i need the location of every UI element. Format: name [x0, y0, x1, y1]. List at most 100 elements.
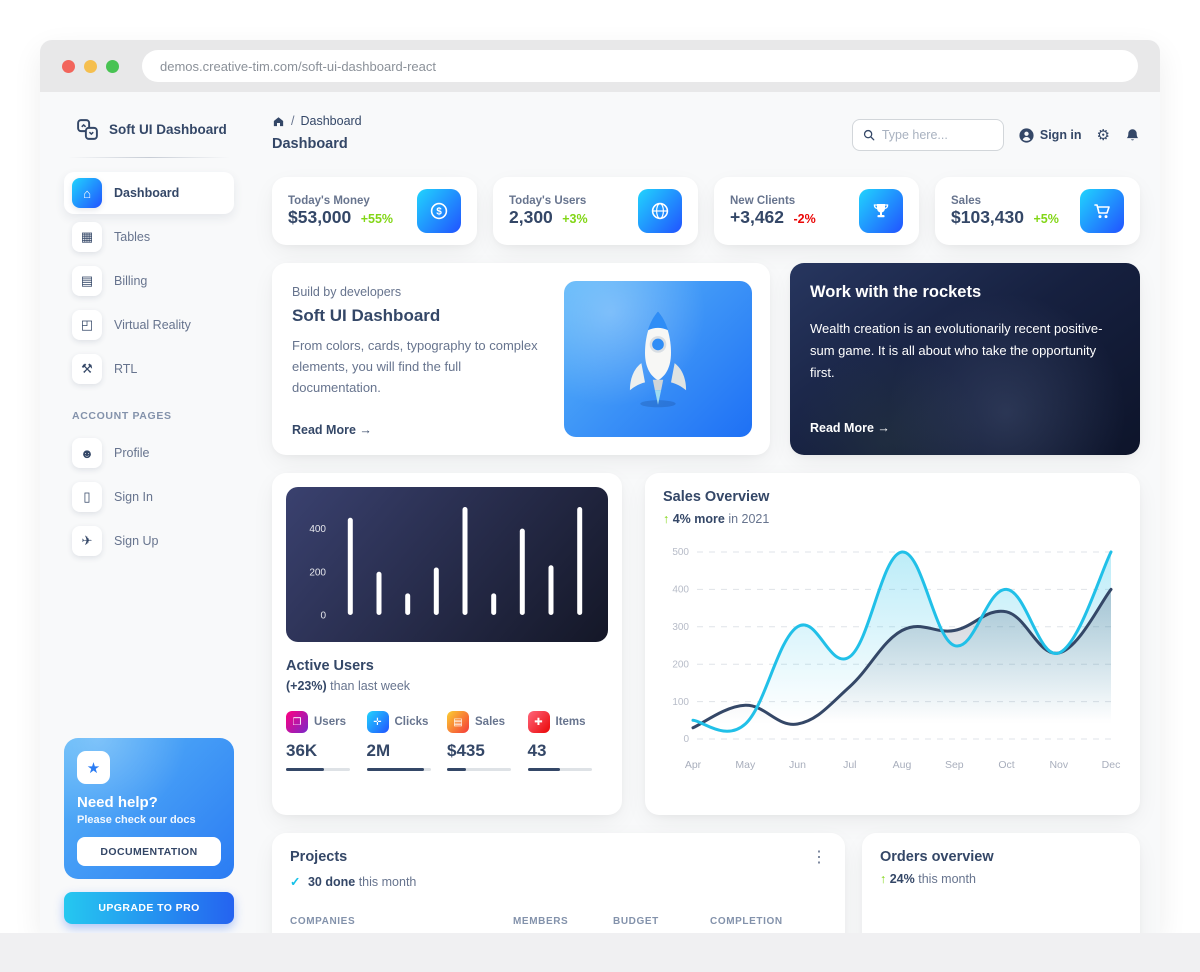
svg-text:Nov: Nov — [1049, 759, 1068, 771]
maximize-window-icon[interactable] — [106, 59, 119, 73]
close-window-icon[interactable] — [62, 59, 75, 73]
stat-delta: +3% — [562, 211, 588, 226]
svg-text:200: 200 — [672, 659, 689, 670]
notifications-bell-icon[interactable] — [1125, 128, 1140, 143]
more-menu-icon[interactable]: ⋮ — [811, 849, 827, 866]
stat-label: Sales — [951, 194, 982, 207]
stat-card-sales: Sales $103,430 +5% — [935, 177, 1140, 245]
promo-text: Build by developers Soft UI Dashboard Fr… — [292, 281, 564, 437]
sidebar-item-label: RTL — [114, 362, 138, 376]
mini-stat-label: Clicks — [394, 716, 429, 728]
stat-value: $53,000 — [288, 206, 352, 227]
person-icon: ☻ — [72, 438, 102, 468]
svg-text:Aug: Aug — [893, 759, 912, 771]
mini-stats-row: ❐ Users 36K ✛ Clicks 2M ▤ Sales $435 ✚ I… — [286, 711, 608, 771]
stat-card-new-clients: New Clients +3,462 -2% — [714, 177, 919, 245]
sidebar-item-label: Sign In — [114, 490, 153, 504]
projects-table-header: COMPANIES MEMBERS BUDGET COMPLETION — [272, 916, 845, 930]
stat-value: $103,430 — [951, 206, 1024, 227]
mini-stat-label: Users — [314, 716, 346, 728]
brand[interactable]: Soft UI Dashboard — [64, 92, 234, 141]
users-icon: ❐ — [286, 711, 308, 733]
stat-value-row: $103,430 +5% — [951, 207, 1059, 228]
main-content: / Dashboard Dashboard — [272, 92, 1140, 933]
stat-value: +3,462 — [730, 206, 785, 227]
document-icon: ▯ — [72, 482, 102, 512]
home-icon[interactable] — [272, 115, 285, 128]
sidebar-item-dashboard[interactable]: ⌂ Dashboard — [64, 172, 234, 214]
mini-stat-value: 36K — [286, 741, 318, 760]
clicks-icon: ✛ — [366, 711, 389, 733]
sales-overview-line-chart: 0 100 200 300 400 500 Apr May Jun Jul Aug Sep Oct Nov… — [672, 547, 1121, 771]
mini-stat-progress — [447, 768, 511, 771]
promo-row: Build by developers Soft UI Dashboard Fr… — [272, 263, 1140, 455]
documentation-button[interactable]: DOCUMENTATION — [77, 837, 221, 866]
svg-text:Jun: Jun — [789, 759, 806, 771]
sidebar-item-sign-up[interactable]: ✈ Sign Up — [64, 520, 234, 562]
sidebar-account-nav: ☻ Profile ▯ Sign In ✈ Sign Up — [64, 432, 234, 562]
stat-card-today-s-money: Today's Money $53,000 +55% $ — [272, 177, 477, 245]
svg-text:Dec: Dec — [1102, 759, 1121, 771]
stat-value-row: +3,462 -2% — [730, 207, 816, 228]
active-users-card: 0 200 400 Active Users (+23%) than last we… — [272, 473, 622, 815]
sidebar-item-label: Sign Up — [114, 534, 159, 548]
sidebar-item-virtual-reality[interactable]: ◰ Virtual Reality — [64, 304, 234, 346]
sidebar-item-billing[interactable]: ▤ Billing — [64, 260, 234, 302]
search-input[interactable] — [881, 128, 993, 142]
settings-gear-icon[interactable]: ⚙ — [1096, 126, 1110, 144]
sidebar-nav: ⌂ Dashboard ▦ Tables ▤ Billing ◰ Virtual… — [64, 172, 234, 390]
table-column-members: MEMBERS — [513, 916, 569, 927]
arrow-up-icon: ↑ — [663, 512, 670, 526]
sidebar-item-tables[interactable]: ▦ Tables — [64, 216, 234, 258]
browser-chrome: demos.creative-tim.com/soft-ui-dashboard… — [40, 40, 1160, 92]
sidebar-item-label: Dashboard — [114, 186, 180, 200]
search-box[interactable] — [851, 119, 1004, 151]
dashboard-app: Soft UI Dashboard ⌂ Dashboard ▦ Tables ▤… — [40, 92, 1160, 933]
url-bar[interactable]: demos.creative-tim.com/soft-ui-dashboard… — [142, 50, 1138, 82]
search-icon — [863, 129, 875, 141]
rockets-body: Wealth creation is an evolutionarily rec… — [810, 321, 1103, 381]
sidebar-item-label: Virtual Reality — [114, 318, 191, 332]
trophy-icon — [859, 189, 903, 233]
minimize-window-icon[interactable] — [84, 59, 97, 73]
mini-stat-progress — [527, 768, 592, 771]
sign-in-button[interactable]: Sign in — [1019, 127, 1082, 143]
svg-text:$: $ — [436, 207, 442, 218]
sidebar-item-label: Profile — [114, 446, 150, 460]
read-more-link[interactable]: Read More → — [292, 423, 372, 437]
read-more-link[interactable]: Read More → — [810, 421, 890, 435]
sidebar-item-profile[interactable]: ☻ Profile — [64, 432, 234, 474]
sidebar-section-label: ACCOUNT PAGES — [72, 410, 172, 422]
globe-icon — [638, 189, 682, 233]
sidebar-item-rtl[interactable]: ⚒ RTL — [64, 348, 234, 390]
projects-subtitle: ✓ 30 done this month — [290, 875, 417, 889]
breadcrumb-current: Dashboard — [300, 114, 362, 128]
table-column-companies: COMPANIES — [290, 916, 356, 927]
promo-title: Soft UI Dashboard — [292, 306, 441, 325]
items-icon: ✚ — [527, 711, 550, 733]
browser-window: demos.creative-tim.com/soft-ui-dashboard… — [40, 40, 1160, 933]
top-navbar: / Dashboard Dashboard — [272, 114, 1140, 152]
brand-name: Soft UI Dashboard — [109, 122, 227, 137]
svg-text:100: 100 — [672, 697, 689, 708]
breadcrumb-separator: / — [291, 114, 295, 128]
coins-icon: $ — [417, 189, 461, 233]
upgrade-to-pro-button[interactable]: UPGRADE TO PRO — [64, 892, 234, 924]
breadcrumb: / Dashboard — [272, 114, 362, 128]
mini-stat-users: ❐ Users 36K — [286, 711, 367, 771]
arrow-up-icon: ↑ — [880, 872, 887, 886]
table-column-budget: BUDGET — [613, 916, 659, 927]
stat-value-row: $53,000 +55% — [288, 207, 393, 228]
mini-stat-label: Items — [555, 716, 586, 728]
brand-logo-icon — [77, 119, 98, 140]
person-icon — [1019, 127, 1034, 143]
mini-stat-value: 2M — [366, 741, 391, 760]
svg-text:Oct: Oct — [998, 759, 1014, 771]
spaceship-icon: ✈ — [72, 526, 102, 556]
navbar-actions: Sign in ⚙ — [851, 119, 1140, 151]
stat-text: Sales $103,430 +5% — [951, 195, 1059, 228]
bottom-strip — [0, 933, 1200, 972]
stat-delta: +5% — [1033, 211, 1059, 226]
sidebar-item-sign-in[interactable]: ▯ Sign In — [64, 476, 234, 518]
